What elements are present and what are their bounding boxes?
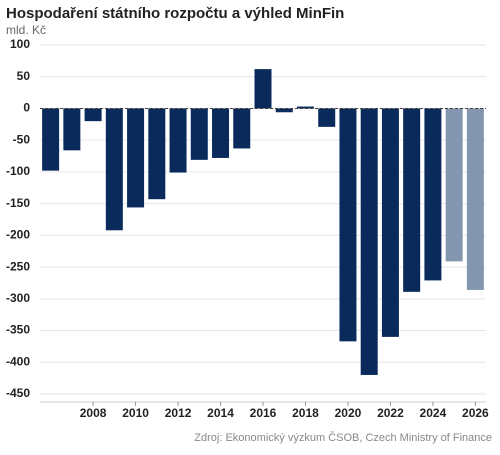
y-tick-label: -450	[6, 386, 30, 400]
bar	[381, 108, 399, 337]
x-tick-label: 2020	[335, 406, 362, 420]
y-tick-label: -350	[6, 323, 30, 337]
bar	[296, 106, 314, 109]
y-tick-label: -300	[6, 291, 30, 305]
bar	[63, 108, 81, 151]
y-tick-label: 0	[23, 101, 30, 115]
bar	[148, 108, 166, 200]
x-tick-label: 2026	[462, 406, 489, 420]
bar	[275, 108, 293, 113]
bar	[190, 108, 208, 160]
bar	[127, 108, 145, 208]
bar	[424, 108, 442, 281]
y-tick-label: 100	[10, 37, 30, 51]
bar	[360, 108, 378, 375]
source-note: Zdroj: Ekonomický výzkum ČSOB, Czech Min…	[194, 431, 492, 444]
y-tick-label: -400	[6, 354, 30, 368]
bar	[445, 108, 463, 262]
bar	[254, 69, 272, 109]
bar	[84, 108, 102, 122]
bar	[169, 108, 187, 173]
bar	[212, 108, 230, 158]
bar	[233, 108, 251, 149]
bar	[339, 108, 357, 342]
x-tick-label: 2008	[80, 406, 107, 420]
x-tick-label: 2010	[122, 406, 149, 420]
y-tick-label: -50	[13, 132, 31, 146]
chart-subtitle: mld. Kč	[6, 23, 46, 37]
x-tick-label: 2016	[250, 406, 277, 420]
bar	[318, 108, 336, 127]
bar	[105, 108, 123, 231]
x-tick-label: 2012	[165, 406, 192, 420]
y-tick-label: -150	[6, 196, 30, 210]
bar	[42, 108, 60, 171]
y-tick-label: -200	[6, 228, 30, 242]
chart-title: Hospodaření státního rozpočtu a výhled M…	[6, 5, 344, 22]
x-tick-label: 2014	[207, 406, 234, 420]
y-tick-label: -250	[6, 259, 30, 273]
x-tick-label: 2024	[420, 406, 447, 420]
y-tick-label: -100	[6, 164, 30, 178]
bar	[466, 108, 484, 290]
x-tick-label: 2022	[377, 406, 404, 420]
bar	[403, 108, 421, 292]
x-tick-label: 2018	[292, 406, 319, 420]
y-tick-label: 50	[17, 69, 31, 83]
